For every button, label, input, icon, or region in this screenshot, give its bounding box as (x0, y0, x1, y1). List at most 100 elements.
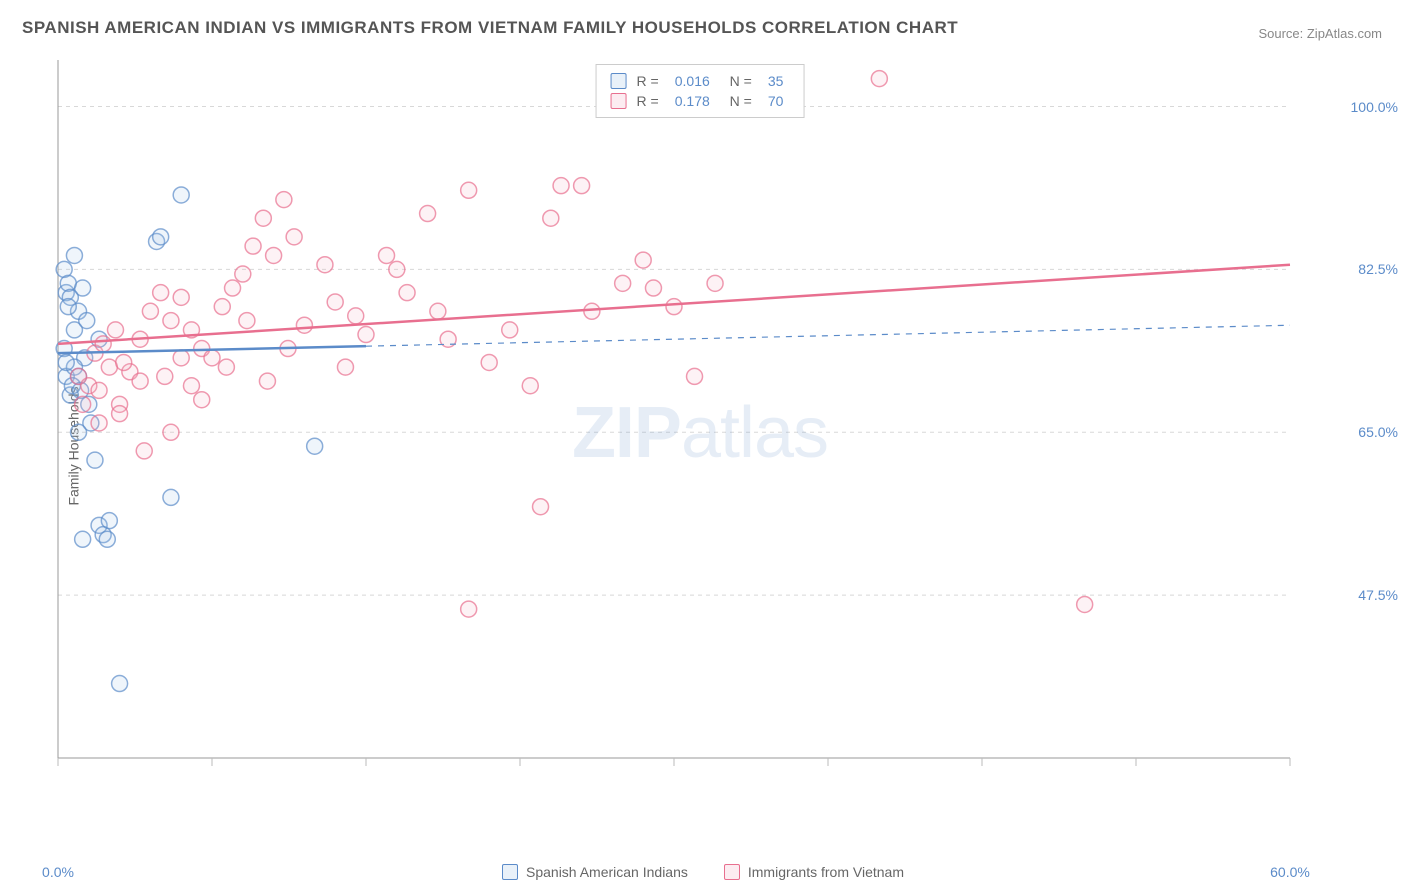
legend-r-label: R = (637, 73, 659, 89)
legend-swatch (502, 864, 518, 880)
legend-n-value: 35 (768, 73, 784, 89)
data-point (136, 443, 152, 459)
data-point (218, 359, 234, 375)
data-point (379, 247, 395, 263)
data-point (276, 192, 292, 208)
y-tick-label: 100.0% (1351, 99, 1398, 115)
data-point (66, 247, 82, 263)
data-point (173, 187, 189, 203)
data-point (522, 378, 538, 394)
data-point (214, 299, 230, 315)
legend-label: Spanish American Indians (526, 864, 688, 880)
data-point (183, 378, 199, 394)
y-tick-label: 65.0% (1358, 424, 1398, 440)
data-point (239, 313, 255, 329)
data-point (163, 424, 179, 440)
data-point (707, 275, 723, 291)
data-point (502, 322, 518, 338)
data-point (99, 531, 115, 547)
data-point (615, 275, 631, 291)
data-point (107, 322, 123, 338)
data-point (75, 396, 91, 412)
data-point (266, 247, 282, 263)
data-point (584, 303, 600, 319)
data-point (687, 368, 703, 384)
y-tick-label: 47.5% (1358, 587, 1398, 603)
data-point (461, 601, 477, 617)
data-point (461, 182, 477, 198)
correlation-legend-row: R =0.178 N =70 (611, 91, 790, 111)
data-point (112, 676, 128, 692)
legend-r-label: R = (637, 93, 659, 109)
data-point (430, 303, 446, 319)
chart-title: SPANISH AMERICAN INDIAN VS IMMIGRANTS FR… (22, 18, 958, 38)
data-point (75, 531, 91, 547)
data-point (1077, 596, 1093, 612)
data-point (327, 294, 343, 310)
data-point (194, 392, 210, 408)
data-point (666, 299, 682, 315)
y-tick-label: 82.5% (1358, 261, 1398, 277)
correlation-legend-row: R = 0.016 N = 35 (611, 71, 790, 91)
legend-n-value: 70 (768, 93, 784, 109)
plot-area: ZIPatlas R =0.016 N =35R =0.178 N =70 47… (50, 58, 1350, 808)
legend-r-value: 0.016 (675, 73, 710, 89)
data-point (95, 336, 111, 352)
data-point (163, 313, 179, 329)
data-point (543, 210, 559, 226)
legend-swatch (724, 864, 740, 880)
x-tick-label: 60.0% (1270, 864, 1310, 880)
data-point (235, 266, 251, 282)
data-point (348, 308, 364, 324)
correlation-legend: R =0.016 N =35R =0.178 N =70 (596, 64, 805, 118)
data-point (296, 317, 312, 333)
data-point (101, 359, 117, 375)
data-point (225, 280, 241, 296)
data-point (173, 289, 189, 305)
data-point (163, 489, 179, 505)
data-point (635, 252, 651, 268)
data-point (112, 406, 128, 422)
data-point (389, 261, 405, 277)
data-point (245, 238, 261, 254)
data-point (255, 210, 271, 226)
data-point (101, 513, 117, 529)
data-point (142, 303, 158, 319)
x-tick-label: 0.0% (42, 864, 74, 880)
data-point (173, 350, 189, 366)
data-point (317, 257, 333, 273)
data-point (553, 178, 569, 194)
data-point (574, 178, 590, 194)
data-point (60, 299, 76, 315)
series-legend: Spanish American Indians Immigrants from … (502, 864, 904, 880)
data-point (481, 354, 497, 370)
legend-n-label: N = (726, 73, 752, 89)
data-point (87, 452, 103, 468)
data-point (307, 438, 323, 454)
legend-r-value: 0.178 (675, 93, 710, 109)
data-point (71, 424, 87, 440)
legend-item: Immigrants from Vietnam (724, 864, 904, 880)
data-point (79, 313, 95, 329)
data-point (337, 359, 353, 375)
data-point (75, 280, 91, 296)
data-point (420, 206, 436, 222)
data-point (533, 499, 549, 515)
data-point (58, 354, 74, 370)
data-point (153, 229, 169, 245)
data-point (358, 327, 374, 343)
legend-item: Spanish American Indians (502, 864, 688, 880)
data-point (116, 354, 132, 370)
data-point (871, 71, 887, 87)
legend-swatch (611, 73, 627, 89)
source-label: Source: ZipAtlas.com (1258, 26, 1382, 41)
data-point (153, 285, 169, 301)
legend-swatch (611, 93, 627, 109)
data-point (157, 368, 173, 384)
legend-label: Immigrants from Vietnam (748, 864, 904, 880)
data-point (91, 415, 107, 431)
data-point (399, 285, 415, 301)
data-point (286, 229, 302, 245)
data-point (259, 373, 275, 389)
scatter-chart-svg (50, 58, 1350, 808)
